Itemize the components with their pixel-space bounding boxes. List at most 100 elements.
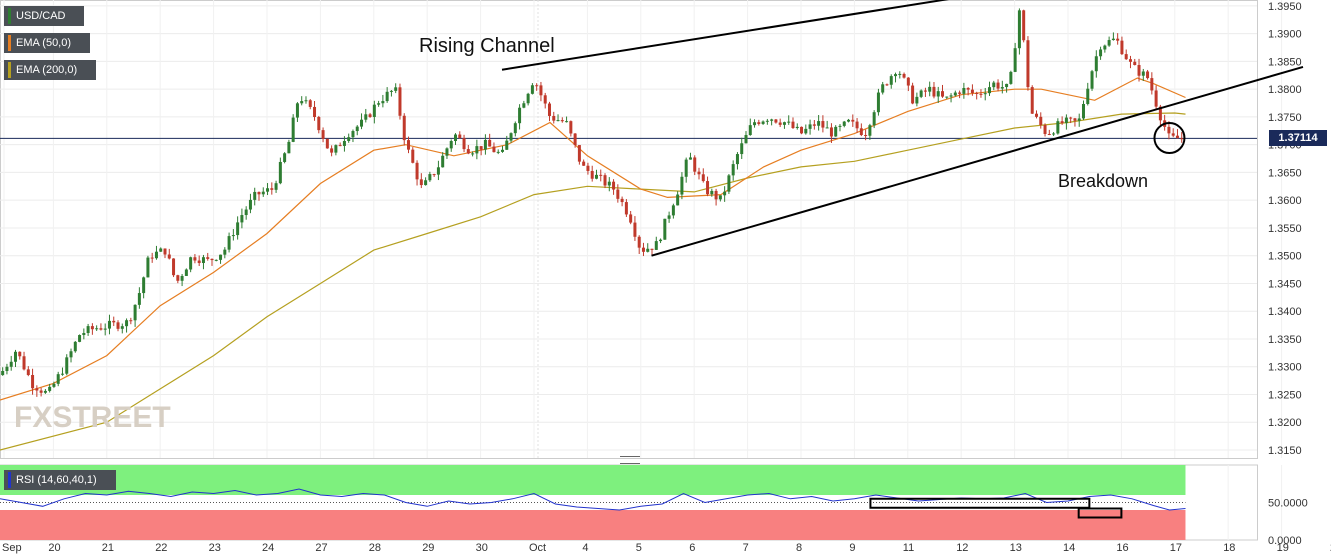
candle-body: [770, 119, 774, 121]
candle-body: [851, 119, 855, 122]
candle-body: [735, 154, 739, 165]
y-tick-label: 1.3500: [1268, 251, 1302, 263]
candle-body: [125, 320, 129, 327]
x-tick-label: 29: [422, 542, 434, 554]
candle-body: [321, 130, 325, 139]
x-tick-label: 30: [476, 542, 488, 554]
candle-body: [859, 128, 863, 136]
candle-body: [573, 133, 577, 146]
legend-rsi[interactable]: RSI (14,60,40,1): [4, 470, 116, 490]
candle-body: [116, 322, 120, 329]
candle-body: [667, 215, 671, 219]
candle-body: [812, 124, 816, 126]
candle-body: [402, 115, 406, 141]
candle-body: [377, 103, 381, 105]
rsi-y-tick-label: 50.0000: [1268, 498, 1308, 510]
candle-body: [189, 257, 193, 270]
candle-body: [159, 248, 163, 252]
candle-body: [774, 119, 778, 123]
candle-body: [1017, 10, 1021, 49]
candle-body: [436, 167, 440, 175]
candle-body: [253, 191, 257, 200]
candle-body: [120, 326, 124, 329]
candle-body: [1022, 10, 1026, 41]
candle-body: [381, 101, 385, 104]
candle-body: [112, 320, 116, 323]
candle-body: [193, 257, 197, 261]
candle-body: [483, 139, 487, 150]
candle-body: [586, 165, 590, 171]
y-tick-label: 1.3750: [1268, 112, 1302, 124]
candle-body: [99, 328, 103, 330]
candle-body: [842, 121, 846, 126]
candle-body: [543, 95, 547, 104]
candle-body: [206, 257, 210, 259]
candle-body: [278, 161, 282, 184]
x-tick-label: 22: [155, 542, 167, 554]
candle-body: [291, 117, 295, 142]
candle-body: [214, 259, 218, 261]
candle-body: [415, 162, 419, 180]
candle-body: [847, 119, 851, 122]
candle-body: [834, 126, 838, 137]
candle-body: [1158, 106, 1162, 121]
legend-ema50[interactable]: EMA (50,0): [4, 33, 90, 53]
candle-body: [475, 146, 479, 154]
candle-body: [518, 107, 522, 124]
candle-body: [372, 104, 376, 117]
x-tick-label: 16: [1116, 542, 1128, 554]
candle-body: [26, 369, 30, 376]
candle-body: [107, 320, 111, 329]
pane-resize-handle[interactable]: [620, 456, 640, 464]
rsi-box-upper: [869, 497, 1091, 509]
y-tick-label: 1.3550: [1268, 223, 1302, 235]
candle-body: [419, 179, 423, 186]
y-tick-label: 1.3450: [1268, 278, 1302, 290]
candle-body: [466, 149, 470, 154]
candle-body: [808, 124, 812, 129]
candle-body: [727, 175, 731, 192]
rsi-overbought-zone: [0, 465, 1186, 495]
candle-body: [1064, 117, 1068, 124]
candle-body: [69, 351, 73, 358]
candle-body: [1013, 48, 1017, 72]
candle-body: [184, 269, 188, 276]
candle-body: [1000, 87, 1004, 89]
candle-body: [1073, 118, 1077, 121]
legend-ema200[interactable]: EMA (200,0): [4, 60, 96, 80]
candle-body: [1167, 126, 1171, 134]
candle-body: [1026, 40, 1030, 88]
x-tick-label: 23: [209, 542, 221, 554]
candle-body: [975, 92, 979, 94]
candle-body: [530, 85, 534, 94]
x-tick-label: 14: [1063, 542, 1075, 554]
candle-body: [889, 76, 893, 85]
breakdown-label: Breakdown: [1058, 171, 1149, 191]
candle-body: [753, 122, 757, 126]
candle-body: [389, 90, 393, 92]
candle-body: [95, 328, 99, 330]
candle-body: [300, 101, 304, 104]
candle-body: [167, 254, 171, 259]
candle-body: [855, 121, 859, 129]
ema-50-layer: [0, 77, 1186, 401]
candle-body: [1111, 38, 1115, 41]
candle-body: [1086, 88, 1090, 104]
candle-body: [1146, 71, 1150, 79]
candle-body: [266, 188, 270, 192]
candle-body: [270, 188, 274, 190]
x-tick-label: 4: [582, 542, 588, 554]
candle-body: [881, 84, 885, 93]
candle-body: [1069, 117, 1073, 119]
candle-layer: [1, 8, 1184, 397]
candle-body: [334, 145, 338, 153]
legend-symbol[interactable]: USD/CAD: [4, 6, 84, 26]
y-tick-label: 1.3900: [1268, 29, 1302, 41]
candle-body: [236, 222, 240, 236]
candle-body: [313, 106, 317, 117]
x-tick-label: 20: [48, 542, 60, 554]
candle-body: [923, 90, 927, 92]
main-pane-border: [0, 0, 1258, 459]
candle-body: [407, 140, 411, 150]
x-tick-label: 11: [903, 542, 914, 554]
